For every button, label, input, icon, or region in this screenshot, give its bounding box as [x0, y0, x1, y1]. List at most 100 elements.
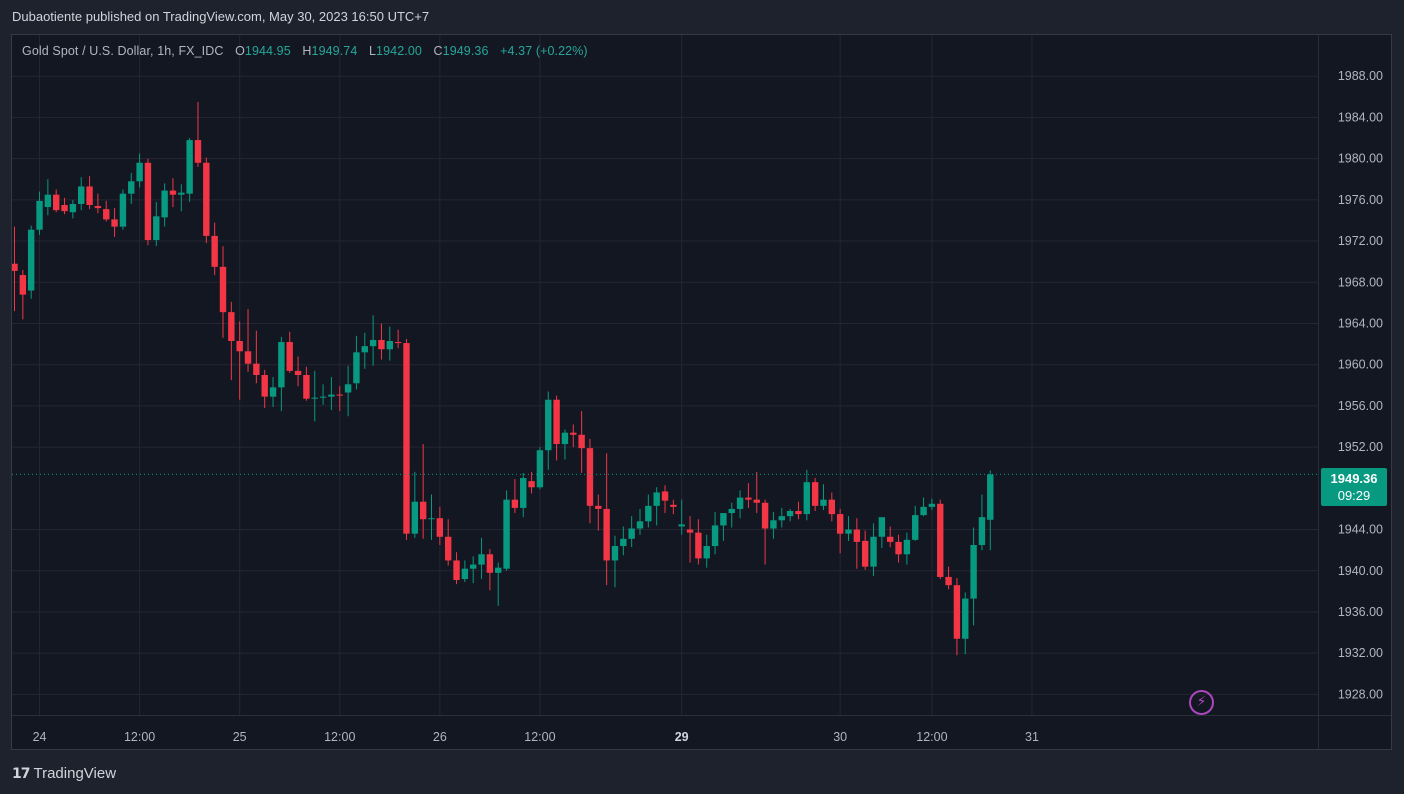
candle-body[interactable]: [219, 266, 227, 313]
candle-body[interactable]: [861, 540, 869, 567]
candle-body[interactable]: [411, 501, 419, 534]
lightning-bolt-icon[interactable]: ⚡: [1189, 690, 1214, 715]
candle-body[interactable]: [369, 339, 377, 347]
candle-body[interactable]: [595, 505, 602, 509]
candle-body[interactable]: [503, 499, 510, 569]
candle-body[interactable]: [686, 529, 694, 533]
candle-body[interactable]: [319, 396, 327, 398]
chart-pane[interactable]: 1988.00 1984.00 1980.00 1976.00 1972.00 1968.…: [11, 34, 1392, 750]
candle-body[interactable]: [970, 545, 977, 599]
candle-body[interactable]: [520, 478, 527, 508]
candle-body[interactable]: [311, 397, 318, 399]
candle-body[interactable]: [770, 520, 777, 529]
candle-body[interactable]: [378, 339, 385, 350]
candle-body[interactable]: [720, 513, 727, 526]
candle-body[interactable]: [394, 342, 402, 344]
candle-body[interactable]: [753, 499, 760, 503]
candle-body[interactable]: [111, 219, 118, 227]
candle-body[interactable]: [978, 517, 986, 545]
candle-body[interactable]: [336, 394, 343, 396]
candle-body[interactable]: [887, 536, 894, 542]
candle-body[interactable]: [928, 503, 936, 507]
candle-body[interactable]: [620, 538, 627, 547]
candle-body[interactable]: [436, 518, 444, 537]
candle-body[interactable]: [786, 511, 794, 517]
candle-body[interactable]: [419, 501, 427, 520]
candle-body[interactable]: [870, 536, 877, 567]
candle-body[interactable]: [103, 209, 110, 220]
candle-body[interactable]: [803, 482, 810, 515]
candle-body[interactable]: [636, 521, 644, 529]
candle-body[interactable]: [545, 399, 552, 451]
candle-body[interactable]: [495, 567, 502, 573]
candle-body[interactable]: [853, 529, 861, 542]
candle-body[interactable]: [653, 492, 660, 506]
candle-body[interactable]: [678, 524, 685, 527]
candle-body[interactable]: [353, 352, 360, 384]
candle-body[interactable]: [695, 532, 702, 559]
candle-body[interactable]: [294, 370, 302, 375]
candle-body[interactable]: [261, 375, 268, 397]
candle-body[interactable]: [745, 497, 752, 500]
candle-body[interactable]: [27, 229, 35, 291]
candle-body[interactable]: [603, 508, 610, 561]
candle-body[interactable]: [811, 482, 819, 506]
candle-body[interactable]: [153, 216, 160, 241]
candle-body[interactable]: [778, 516, 785, 521]
candle-body[interactable]: [86, 186, 93, 205]
candle-body[interactable]: [119, 193, 127, 227]
candle-body[interactable]: [453, 560, 460, 581]
candle-body[interactable]: [128, 181, 135, 194]
candle-body[interactable]: [428, 518, 435, 520]
candle-body[interactable]: [987, 474, 994, 520]
candle-body[interactable]: [561, 432, 569, 445]
candle-body[interactable]: [912, 515, 919, 540]
candle-body[interactable]: [828, 499, 836, 515]
candle-body[interactable]: [361, 346, 368, 353]
candle-body[interactable]: [253, 363, 260, 375]
candle-body[interactable]: [953, 585, 961, 639]
candle-body[interactable]: [12, 263, 18, 271]
candle-body[interactable]: [761, 502, 769, 529]
candle-body[interactable]: [36, 200, 43, 230]
candle-body[interactable]: [286, 342, 293, 371]
candle-body[interactable]: [203, 162, 210, 236]
candle-body[interactable]: [570, 432, 577, 435]
candle-body[interactable]: [728, 508, 735, 514]
candle-body[interactable]: [536, 450, 544, 488]
candle-body[interactable]: [236, 341, 243, 352]
candle-body[interactable]: [586, 448, 594, 506]
candle-body[interactable]: [186, 140, 193, 194]
candle-body[interactable]: [94, 206, 102, 209]
candle-body[interactable]: [144, 162, 152, 241]
candle-body[interactable]: [836, 514, 844, 534]
candle-body[interactable]: [461, 568, 469, 579]
candle-body[interactable]: [670, 504, 677, 507]
candle-body[interactable]: [661, 491, 669, 501]
candle-body[interactable]: [44, 194, 52, 208]
candle-body[interactable]: [736, 497, 744, 509]
candle-body[interactable]: [61, 205, 68, 212]
candle-body[interactable]: [578, 434, 585, 449]
candle-body[interactable]: [69, 203, 77, 213]
candle-body[interactable]: [444, 536, 452, 561]
candle-body[interactable]: [962, 598, 969, 639]
candle-body[interactable]: [528, 481, 535, 488]
candle-body[interactable]: [161, 190, 168, 218]
candle-body[interactable]: [228, 312, 235, 341]
candle-body[interactable]: [278, 342, 285, 388]
candle-body[interactable]: [78, 186, 85, 204]
candle-body[interactable]: [478, 554, 485, 565]
candle-body[interactable]: [194, 140, 202, 163]
candle-body[interactable]: [244, 351, 252, 364]
tradingview-brand[interactable]: 17 TradingView: [12, 765, 116, 782]
candle-body[interactable]: [328, 394, 335, 397]
candle-body[interactable]: [470, 564, 477, 569]
candle-body[interactable]: [269, 387, 277, 397]
candle-body[interactable]: [53, 194, 60, 211]
candle-body[interactable]: [795, 511, 802, 515]
candle-body[interactable]: [169, 190, 177, 195]
candle-body[interactable]: [303, 375, 310, 399]
candle-body[interactable]: [178, 192, 185, 195]
candlestick-chart[interactable]: 1988.00 1984.00 1980.00 1976.00 1972.00 1968.…: [12, 35, 1391, 749]
